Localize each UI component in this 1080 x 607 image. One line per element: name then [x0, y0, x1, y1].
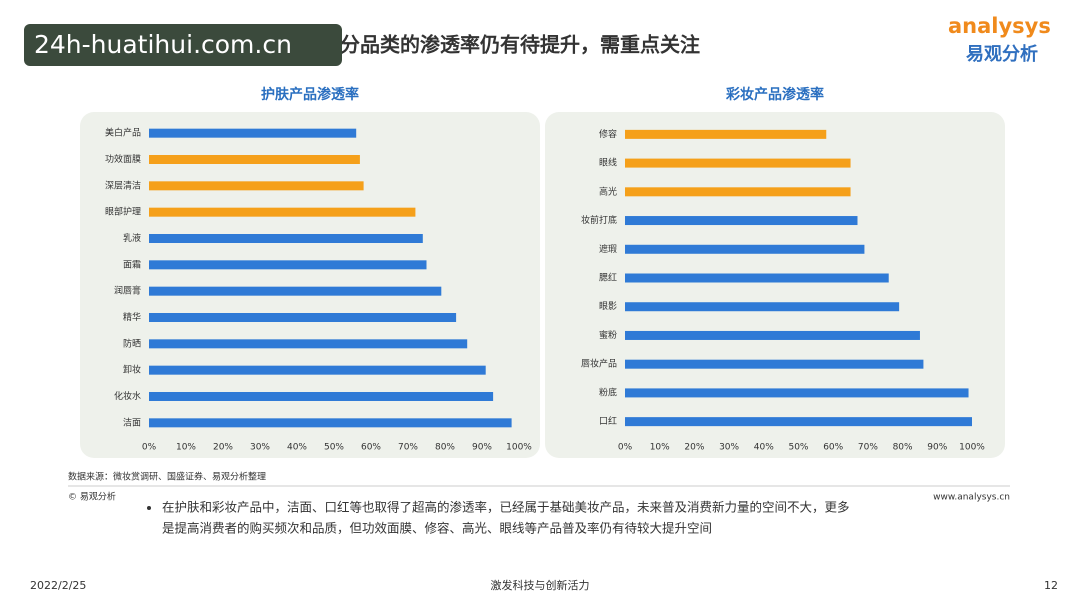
bar	[149, 260, 427, 270]
x-tick-label: 60%	[361, 443, 381, 453]
y-tick-label: 高光	[599, 185, 617, 197]
bar	[149, 392, 494, 401]
y-tick-label: 腮红	[599, 272, 617, 284]
y-tick-label: 化妆水	[114, 390, 141, 402]
footer-slogan: 激发科技与创新活力	[491, 578, 590, 592]
y-tick-label: 眼部护理	[105, 206, 141, 218]
x-tick-label: 20%	[213, 443, 233, 453]
bar	[149, 207, 416, 217]
footer-date: 2022/2/25	[30, 579, 86, 592]
chart-title: 彩妆产品渗透率	[725, 86, 824, 103]
panel	[545, 112, 1005, 458]
bar	[625, 273, 889, 283]
y-tick-label: 深层清洁	[105, 179, 141, 191]
y-tick-label: 修容	[599, 128, 617, 140]
y-tick-label: 粉底	[599, 386, 617, 398]
source-note: 数据来源：微妆赏调研、国盛证券、易观分析整理	[68, 471, 266, 483]
y-tick-label: 眼影	[599, 301, 617, 312]
x-tick-label: 50%	[788, 443, 808, 453]
website: www.analysys.cn	[933, 493, 1010, 503]
x-tick-label: 100%	[959, 443, 985, 453]
charts: 护肤产品渗透率 0% 10% 20% 30% 40% 50% 60% 70% 80% 90% 100%…	[80, 86, 1005, 458]
x-tick-label: 0%	[142, 443, 157, 453]
bar	[625, 158, 851, 168]
x-tick-label: 10%	[176, 443, 196, 453]
y-tick-label: 防晒	[123, 337, 141, 349]
overlay-text: 24h-huatihui.com.cn	[34, 30, 292, 59]
x-tick-label: 20%	[684, 443, 704, 453]
y-tick-label: 乳液	[123, 232, 141, 244]
chart-title: 护肤产品渗透率	[261, 86, 359, 103]
copyright: © 易观分析	[68, 491, 116, 503]
footer-page: 12	[1044, 579, 1058, 592]
bullet-line: 是提高消费者的购买频次和品质，但功效面膜、修容、高光、眼线等产品普及率仍有待较大…	[162, 521, 712, 536]
y-tick-label: 遮瑕	[599, 243, 617, 255]
y-tick-label: 功效面膜	[105, 153, 141, 165]
bar	[625, 388, 969, 398]
overlay-box	[24, 24, 342, 66]
x-tick-label: 50%	[324, 443, 344, 453]
y-tick-label: 妆前打底	[581, 214, 617, 226]
x-tick-label: 90%	[927, 443, 947, 453]
bar	[625, 417, 972, 427]
y-tick-label: 卸妆	[123, 364, 141, 376]
x-tick-label: 0%	[618, 443, 633, 453]
x-tick-label: 80%	[893, 443, 913, 453]
bar	[149, 155, 360, 164]
bar	[625, 244, 865, 254]
x-tick-label: 80%	[435, 443, 455, 453]
logo-latin: analysys	[948, 14, 1051, 38]
x-tick-label: 60%	[823, 443, 843, 453]
y-tick-label: 眼线	[599, 157, 617, 169]
bar	[149, 286, 442, 296]
bar	[149, 365, 486, 375]
logo-cn: 易观分析	[966, 43, 1038, 65]
bar	[625, 330, 920, 340]
x-tick-label: 40%	[287, 443, 307, 453]
x-tick-label: 90%	[472, 443, 492, 453]
bullet-line: 在护肤和彩妆产品中，洁面、口红等也取得了超高的渗透率，已经属于基础美妆产品，未来…	[162, 500, 850, 515]
bar	[149, 339, 468, 349]
x-tick-label: 30%	[250, 443, 270, 453]
bar	[625, 129, 827, 139]
y-tick-label: 唇妆产品	[581, 358, 617, 370]
bar	[625, 187, 851, 197]
y-tick-label: 蜜粉	[599, 329, 617, 341]
bar	[625, 302, 900, 312]
bar	[149, 418, 512, 428]
x-tick-label: 100%	[506, 443, 532, 453]
y-tick-label: 洁面	[123, 416, 141, 428]
bar	[149, 181, 364, 191]
y-tick-label: 口红	[599, 415, 617, 427]
x-tick-label: 70%	[858, 443, 878, 453]
bar	[149, 234, 423, 243]
bar	[625, 216, 858, 226]
y-tick-label: 面霜	[123, 259, 141, 270]
x-tick-label: 30%	[719, 443, 739, 453]
bar	[149, 313, 457, 322]
x-tick-label: 10%	[650, 443, 670, 453]
x-tick-label: 40%	[754, 443, 774, 453]
x-tick-label: 70%	[398, 443, 418, 453]
bar	[149, 128, 357, 138]
y-tick-label: 精华	[123, 311, 141, 323]
y-tick-label: 美白产品	[105, 127, 141, 139]
bar	[625, 359, 924, 369]
bullet-dot	[147, 506, 151, 510]
y-tick-label: 润唇膏	[114, 285, 141, 297]
